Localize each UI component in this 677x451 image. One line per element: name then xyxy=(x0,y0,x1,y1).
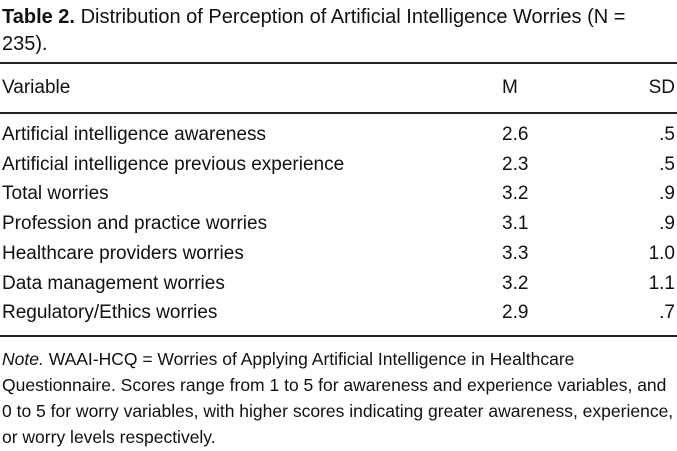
table-caption: Table 2. Distribution of Perception of A… xyxy=(2,4,652,58)
cell-sd: .9 xyxy=(659,183,675,205)
cell-variable: Regulatory/Ethics worries xyxy=(2,302,218,324)
header-mean: M xyxy=(502,77,518,98)
cell-mean: 2.6 xyxy=(502,124,529,145)
cell-sd: .5 xyxy=(659,124,675,145)
note-text: WAAI-HCQ = Worries of Applying Artificia… xyxy=(2,349,674,447)
cell-sd: .7 xyxy=(659,302,675,324)
cell-mean: 3.1 xyxy=(502,213,529,235)
note-label: Note. xyxy=(2,349,44,369)
cell-variable: Artificial intelligence awareness xyxy=(2,124,267,145)
cell-mean: 3.3 xyxy=(502,242,529,264)
cell-mean: 2.3 xyxy=(502,153,529,175)
header-variable: Variable xyxy=(2,77,71,98)
cell-sd: 1.1 xyxy=(648,272,675,294)
cell-mean: 3.2 xyxy=(502,183,529,205)
header-sd: SD xyxy=(648,77,675,98)
top-rule xyxy=(0,62,677,64)
caption-text: Distribution of Perception of Artificial… xyxy=(2,6,626,55)
cell-sd: 1.0 xyxy=(648,242,675,264)
cell-sd: .9 xyxy=(659,213,675,235)
caption-label: Table 2. xyxy=(2,6,75,28)
cell-sd: .5 xyxy=(659,153,675,175)
bottom-rule xyxy=(0,335,677,337)
cell-variable: Total worries xyxy=(2,183,109,205)
cell-mean: 3.2 xyxy=(502,272,529,294)
cell-mean: 2.9 xyxy=(502,302,529,324)
cell-variable: Data management worries xyxy=(2,272,225,294)
cell-variable: Healthcare providers worries xyxy=(2,242,244,264)
header-rule xyxy=(0,112,677,114)
cell-variable: Artificial intelligence previous experie… xyxy=(2,153,345,175)
cell-variable: Profession and practice worries xyxy=(2,213,268,235)
table-note: Note. WAAI-HCQ = Worries of Applying Art… xyxy=(2,346,677,450)
